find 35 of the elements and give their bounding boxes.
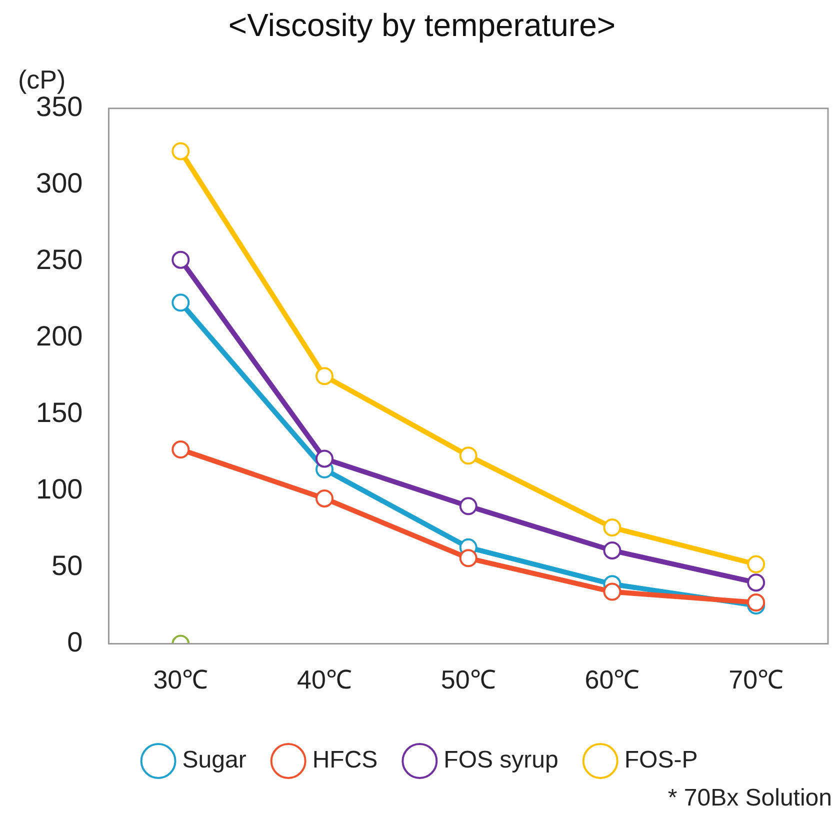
y-tick-label: 200	[36, 320, 83, 352]
x-tick-label: 50℃	[440, 664, 496, 695]
y-tick-label: 0	[67, 626, 83, 658]
chart-title: <Viscosity by temperature>	[228, 7, 616, 44]
y-tick-label: 300	[36, 168, 83, 199]
point	[316, 367, 334, 386]
legend-label: HFCS	[312, 746, 378, 774]
x-tick-label: 60℃	[584, 664, 640, 695]
point	[459, 549, 478, 568]
x-tick-label: 40℃	[297, 664, 352, 695]
point	[603, 582, 622, 601]
x-tick-label: 70℃	[728, 664, 784, 695]
point	[172, 250, 190, 269]
point	[747, 555, 766, 574]
point	[316, 489, 334, 508]
point	[603, 518, 622, 537]
point	[747, 574, 766, 592]
point	[603, 541, 622, 560]
legend-label: FOS-P	[624, 746, 698, 774]
y-tick-label: 250	[36, 244, 83, 276]
y-tick-label: 150	[36, 397, 83, 428]
point	[172, 142, 190, 160]
y-tick-label: 100	[36, 474, 83, 505]
y-axis-title: (cP)	[18, 64, 66, 95]
point	[459, 497, 478, 516]
legend-label: Sugar	[182, 746, 246, 774]
point	[459, 446, 478, 465]
point	[747, 593, 766, 612]
text: * 70Bx Solution	[668, 784, 832, 812]
y-tick-label: 50	[52, 550, 83, 582]
legend-label: FOS syrup	[444, 746, 558, 774]
x-tick-label: 30℃	[153, 664, 208, 695]
point	[172, 294, 190, 312]
point	[316, 450, 334, 468]
point	[172, 440, 190, 459]
